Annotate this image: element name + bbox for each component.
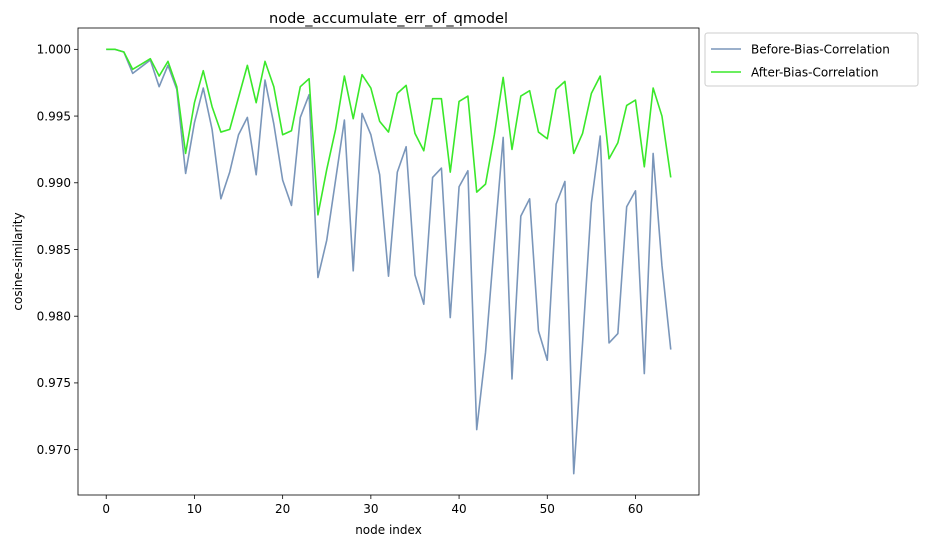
x-tick-label: 10: [187, 502, 202, 516]
y-tick-label: 0.985: [37, 243, 71, 257]
y-tick-label: 1.000: [37, 43, 71, 57]
x-tick-label: 40: [451, 502, 466, 516]
x-tick-label: 30: [363, 502, 378, 516]
legend-label-before: Before-Bias-Correlation: [751, 43, 890, 57]
x-tick-label: 0: [102, 502, 110, 516]
plot-frame: [77, 27, 700, 496]
series-layer: [106, 48, 672, 475]
plot-area: [78, 13, 699, 495]
x-tick-label: 60: [628, 502, 643, 516]
y-tick-label: 0.990: [37, 176, 71, 190]
legend: Before-Bias-Correlation After-Bias-Corre…: [704, 32, 919, 87]
y-tick-label: 0.970: [37, 443, 71, 457]
series-line-before: [106, 48, 672, 475]
legend-label-after: After-Bias-Correlation: [751, 66, 879, 80]
x-tick-label: 20: [275, 502, 290, 516]
x-axis: 0 10 20 30 40 50 60: [102, 495, 643, 516]
x-tick-label: 50: [540, 502, 555, 516]
chart-title: node_accumulate_err_of_qmodel: [269, 11, 508, 27]
y-axis-label: cosine-similarity: [11, 212, 25, 310]
y-tick-label: 0.980: [37, 310, 71, 324]
series-line-after: [106, 48, 672, 216]
legend-box: [704, 32, 919, 87]
y-axis: 0.970 0.975 0.980 0.985 0.990 0.995 1.000: [37, 43, 78, 457]
y-tick-label: 0.975: [37, 376, 71, 390]
y-tick-label: 0.995: [37, 109, 71, 123]
x-axis-label: node index: [355, 523, 422, 537]
